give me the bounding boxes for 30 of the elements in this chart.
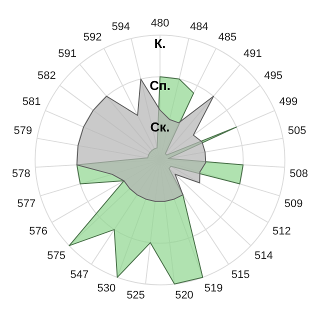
- spoke-label: 575: [47, 250, 66, 262]
- y-tick-label: Сп.: [150, 78, 170, 93]
- spoke-label: 512: [272, 226, 291, 238]
- spoke-label: 582: [37, 70, 56, 82]
- spoke-label: 547: [70, 269, 89, 282]
- spoke-label: 491: [243, 48, 262, 60]
- spoke-label: 576: [29, 226, 48, 238]
- spoke-label: 515: [231, 269, 250, 282]
- spoke-label: 592: [83, 31, 102, 44]
- spoke-label: 508: [290, 168, 308, 180]
- spoke-label: 519: [204, 282, 223, 295]
- spoke-label: 579: [14, 124, 32, 137]
- spoke-label: 525: [126, 290, 145, 302]
- spoke-label: 530: [97, 282, 116, 295]
- spoke-label: 485: [218, 31, 237, 44]
- spoke-label: 495: [264, 70, 283, 82]
- spoke-label: 577: [17, 198, 36, 210]
- spoke-label: 591: [58, 48, 77, 60]
- spoke-label: 484: [190, 21, 208, 34]
- spoke-label: 578: [12, 168, 30, 180]
- spoke-label: 480: [150, 18, 170, 30]
- spoke-label: 514: [254, 250, 273, 262]
- y-tick-label: К.: [154, 36, 166, 52]
- spoke-label: 505: [288, 124, 306, 137]
- y-tick-label: Ск.: [150, 119, 170, 134]
- spoke-label: 509: [284, 198, 303, 210]
- spoke-label: 499: [279, 96, 298, 108]
- spoke-label: 594: [112, 21, 130, 34]
- spoke-label: 520: [175, 290, 194, 302]
- spoke-label: 581: [22, 96, 41, 108]
